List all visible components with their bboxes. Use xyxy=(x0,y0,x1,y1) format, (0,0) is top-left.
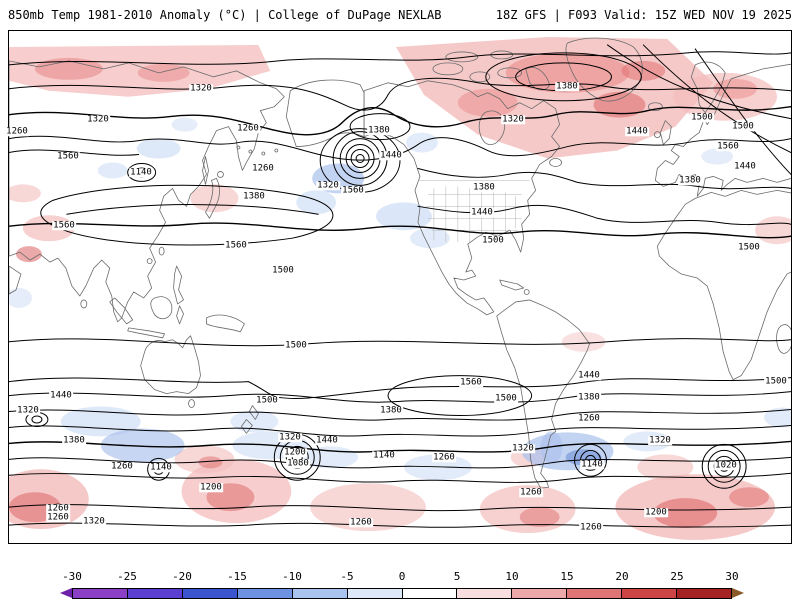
colorbar-segment xyxy=(292,589,348,598)
colorbar-arrow-right xyxy=(732,588,744,598)
colorbar-segment xyxy=(237,589,293,598)
contour-label: 1320 xyxy=(189,83,213,94)
contour-label: 1260 xyxy=(5,126,29,137)
contour-label: 1200 xyxy=(644,507,668,518)
product-title: 850mb Temp 1981-2010 Anomaly (°C) | Coll… xyxy=(8,8,442,22)
colorbar-segment xyxy=(73,589,128,598)
colorbar-segment xyxy=(567,589,623,598)
contour-label: 1140 xyxy=(149,462,173,473)
colorbar-arrow-left xyxy=(60,588,72,598)
contour-label: 1320 xyxy=(86,114,110,125)
contour-label: 1440 xyxy=(49,390,73,401)
title-bar: 850mb Temp 1981-2010 Anomaly (°C) | Coll… xyxy=(0,0,800,30)
contour-label: 1500 xyxy=(690,112,714,123)
colorbar-tick: 25 xyxy=(670,570,684,583)
weather-map: 1320 1380 1320 1260 1260 1380 1320 1440 1500 1500… xyxy=(5,30,792,544)
contour-label: 1200 xyxy=(283,447,307,458)
colorbar-tick: -20 xyxy=(172,570,192,583)
contour-label: 1500 xyxy=(494,393,518,404)
contour-label: 1020 xyxy=(714,460,738,471)
colorbar-segments xyxy=(72,588,732,599)
contour-label: 1440 xyxy=(470,207,494,218)
contour-label: 1380 xyxy=(678,175,702,186)
contour-label: 1140 xyxy=(580,459,604,470)
colorbar-tick: 30 xyxy=(725,570,739,583)
model-run-valid-time: 18Z GFS | F093 Valid: 15Z WED NOV 19 202… xyxy=(495,8,792,22)
contour-label: 1500 xyxy=(481,235,505,246)
contour-label: 1140 xyxy=(129,167,153,178)
contour-label: 1560 xyxy=(52,220,76,231)
contour-label: 1440 xyxy=(315,435,339,446)
contour-label: 1380 xyxy=(555,81,579,92)
state-borders xyxy=(417,180,530,243)
colorbar xyxy=(60,588,744,599)
contour-label: 1320 xyxy=(82,516,106,527)
world-map-canvas xyxy=(9,36,791,541)
contour-label: 1260 xyxy=(236,123,260,134)
contour-label: 1260 xyxy=(251,163,275,174)
contour-label: 1320 xyxy=(511,443,535,454)
contour-label: 1560 xyxy=(341,185,365,196)
contour-label: 1320 xyxy=(16,405,40,416)
contour-label: 1260 xyxy=(577,413,601,424)
coastlines xyxy=(9,37,791,489)
contour-label: 1260 xyxy=(579,522,603,533)
contour-label: 1440 xyxy=(379,150,403,161)
contour-label: 1380 xyxy=(367,125,391,136)
colorbar-tick: -10 xyxy=(282,570,302,583)
contour-label: 1500 xyxy=(271,265,295,276)
contour-label: 1320 xyxy=(501,114,525,125)
contour-label: 1260 xyxy=(110,461,134,472)
contour-label: 1320 xyxy=(648,435,672,446)
contour-label: 1320 xyxy=(278,432,302,443)
contour-label: 1500 xyxy=(284,340,308,351)
contour-label: 1560 xyxy=(224,240,248,251)
anomaly-shading xyxy=(9,36,791,541)
contour-label: 1380 xyxy=(379,405,403,416)
contour-label: 1080 xyxy=(286,458,310,469)
colorbar-segment xyxy=(402,589,458,598)
colorbar-segment xyxy=(622,589,678,598)
contour-label: 1260 xyxy=(519,487,543,498)
colorbar-tick: 20 xyxy=(615,570,629,583)
colorbar-tick: 0 xyxy=(398,570,406,583)
contour-label: 1260 xyxy=(46,503,70,514)
colorbar-segment xyxy=(347,589,403,598)
contour-label: 1260 xyxy=(432,452,456,463)
contour-label: 1260 xyxy=(349,517,373,528)
colorbar-tick: 10 xyxy=(505,570,519,583)
contour-label: 1380 xyxy=(62,435,86,446)
contour-label: 1380 xyxy=(577,392,601,403)
contour-label: 1500 xyxy=(737,242,761,253)
contour-label: 1500 xyxy=(731,121,755,132)
colorbar-segment xyxy=(677,589,732,598)
contour-label: 1200 xyxy=(199,482,223,493)
colorbar-tick: 5 xyxy=(453,570,461,583)
contour-label: 1260 xyxy=(46,512,70,523)
contour-label: 1560 xyxy=(459,377,483,388)
colorbar-tick: -15 xyxy=(227,570,247,583)
colorbar-tick: -30 xyxy=(62,570,82,583)
colorbar-segment xyxy=(512,589,568,598)
contour-label: 1320 xyxy=(316,180,340,191)
contour-label: 1380 xyxy=(242,191,266,202)
colorbar-segment xyxy=(182,589,238,598)
colorbar-segment xyxy=(127,589,183,598)
contour-label: 1560 xyxy=(716,141,740,152)
colorbar-tick: -5 xyxy=(340,570,354,583)
contour-label: 1380 xyxy=(472,182,496,193)
colorbar-tick: 15 xyxy=(560,570,574,583)
contour-label: 1440 xyxy=(733,161,757,172)
contour-label: 1560 xyxy=(56,151,80,162)
contour-labels-layer: 1320 1380 1320 1260 1260 1380 1320 1440 1500 1500… xyxy=(5,31,791,543)
contour-label: 1140 xyxy=(372,450,396,461)
contour-label: 1440 xyxy=(625,126,649,137)
colorbar-segment xyxy=(457,589,513,598)
contour-label: 1440 xyxy=(577,370,601,381)
contour-label: 1500 xyxy=(255,395,279,406)
contour-label: 1500 xyxy=(764,376,788,387)
colorbar-tick: -25 xyxy=(117,570,137,583)
